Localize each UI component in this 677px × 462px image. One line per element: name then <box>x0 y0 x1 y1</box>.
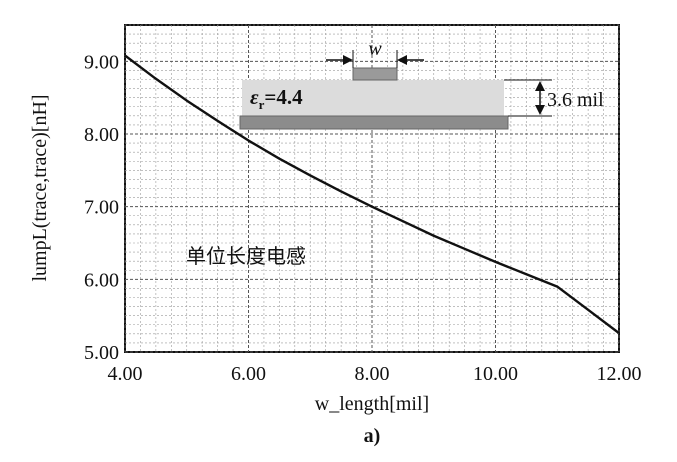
x-tick-label: 6.00 <box>231 363 266 385</box>
ground-plane <box>239 115 509 130</box>
height-label: 3.6 mil <box>547 89 604 111</box>
height-arrow-top <box>535 81 545 91</box>
chart-annotation: 单位长度电感 <box>186 244 306 268</box>
epsilon-label: εr=4.4 <box>250 85 303 112</box>
x-axis-label: w_length[mil] <box>315 393 429 415</box>
x-tick-label: 4.00 <box>108 363 143 385</box>
series-line <box>124 54 620 335</box>
width-arrow-left <box>343 55 353 65</box>
grid <box>124 24 620 353</box>
trace-conductor <box>352 67 398 81</box>
x-tick-label: 8.00 <box>355 363 390 385</box>
y-tick-label: 6.00 <box>84 269 119 291</box>
y-tick-label: 9.00 <box>84 51 119 73</box>
x-tick-label: 12.00 <box>597 363 642 385</box>
x-tick-labels: 4.00 6.00 8.00 10.00 12.00 <box>108 363 642 385</box>
y-tick-labels: 5.00 6.00 7.00 8.00 9.00 <box>84 51 119 364</box>
figure-caption: a) <box>364 425 381 447</box>
dielectric-substrate <box>242 80 504 118</box>
y-axis-label: lumpL(trace,trace)[nH] <box>29 94 51 281</box>
height-arrow-bottom <box>535 105 545 115</box>
y-tick-label: 8.00 <box>84 124 119 146</box>
inset-cross-section: w 3.6 mil εr=4.4 <box>239 38 604 130</box>
x-tick-label: 10.00 <box>473 363 518 385</box>
width-label: w <box>368 38 382 60</box>
series-group <box>124 54 620 335</box>
y-tick-label: 5.00 <box>84 342 119 364</box>
y-tick-label: 7.00 <box>84 197 119 219</box>
width-arrow-right <box>397 55 407 65</box>
